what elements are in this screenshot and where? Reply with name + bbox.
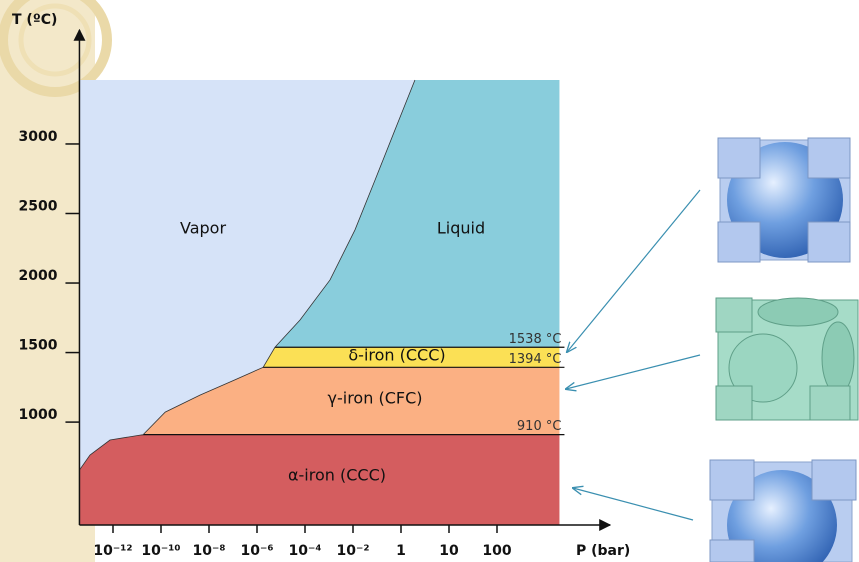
x-tick-label: 10⁻⁶	[240, 543, 273, 559]
x-tick-label: 10⁻²	[336, 543, 369, 559]
y-tick-label: 3000	[18, 129, 57, 145]
x-axis-label: P (bar)	[576, 543, 630, 559]
phase-label: Liquid	[437, 219, 485, 238]
x-tick-label: 10⁻⁴	[288, 543, 321, 559]
plot: 910 °C 1394 °C 1538 °C Vapor Liquid δ-iron (C…	[12, 12, 630, 559]
phase-label: δ-iron (CCC)	[348, 346, 445, 365]
arrow	[573, 488, 693, 520]
x-tick-label: 10⁻⁸	[192, 543, 225, 559]
transition-label: 1394 °C	[509, 352, 562, 367]
x-tick-label: 10	[439, 543, 459, 559]
y-tick-label: 2000	[18, 268, 57, 284]
x-tick-label: 1	[396, 543, 406, 559]
arrow	[566, 355, 700, 389]
y-tick-label: 1500	[18, 338, 57, 354]
crystal-bcc-top	[718, 138, 850, 262]
phase-label: γ-iron (CFC)	[328, 389, 423, 408]
transition-label: 910 °C	[517, 419, 562, 434]
phase-label: α-iron (CCC)	[288, 466, 386, 485]
arrow	[567, 190, 700, 352]
x-tick-label: 100	[482, 543, 511, 559]
transition-label: 1538 °C	[509, 332, 562, 347]
slide: 910 °C 1394 °C 1538 °C Vapor Liquid δ-iron (C…	[0, 0, 859, 562]
y-tick-label: 2500	[18, 199, 57, 215]
crystal-fcc	[716, 298, 858, 420]
phase-label: Vapor	[180, 219, 226, 238]
crystal-bcc-bottom	[710, 460, 856, 562]
x-tick-label: 10⁻¹²	[93, 543, 132, 559]
pointer-arrows	[566, 190, 700, 520]
y-axis-label: T (ºC)	[12, 12, 57, 28]
x-tick-label: 10⁻¹⁰	[141, 543, 180, 559]
y-tick-label: 1000	[18, 407, 57, 423]
